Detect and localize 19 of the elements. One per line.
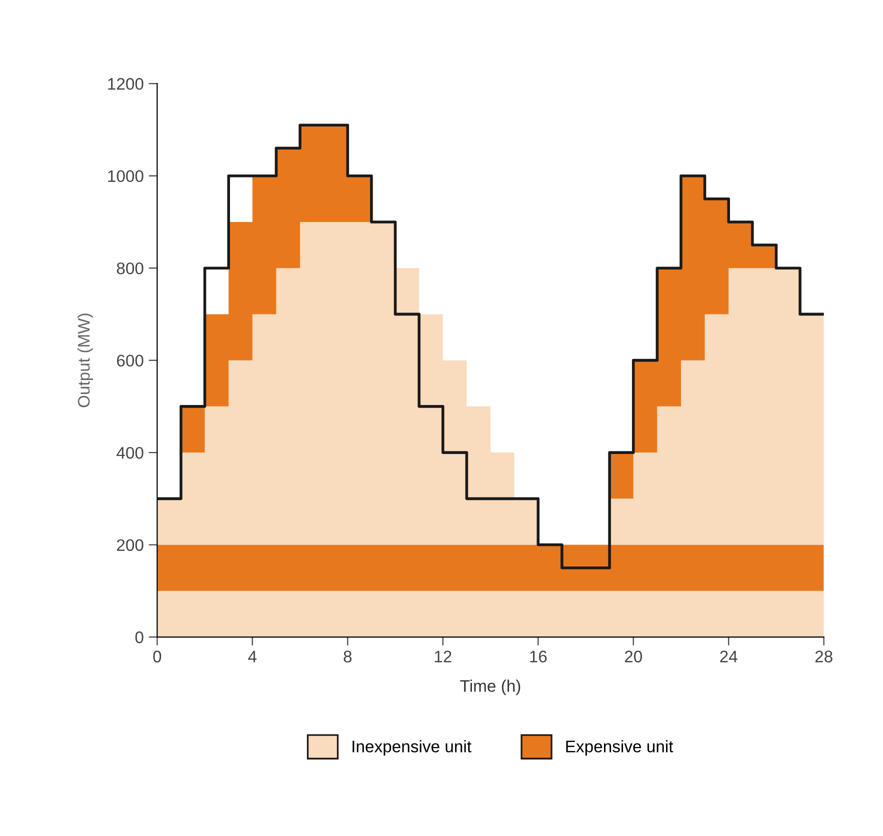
x-tick-label: 8 <box>344 650 352 662</box>
legend-label: Expensive unit <box>566 740 674 756</box>
y-tick-label: 1000 <box>108 170 144 182</box>
x-tick-label: 24 <box>720 650 738 662</box>
x-tick-label: 4 <box>248 650 257 662</box>
x-axis-title: Time (h) <box>460 680 520 696</box>
y-tick-label: 200 <box>117 539 144 551</box>
x-tick-label: 20 <box>624 650 642 662</box>
x-tick-label: 0 <box>153 650 162 662</box>
x-tick-label: 28 <box>815 650 832 662</box>
y-tick-label: 0 <box>135 631 144 644</box>
legend-label: Inexpensive unit <box>352 740 472 756</box>
x-tick-label: 12 <box>434 650 452 662</box>
y-tick-label: 400 <box>116 446 144 459</box>
y-tick-label: 1200 <box>108 78 144 90</box>
x-tick-label: 16 <box>530 650 547 662</box>
y-tick-label: 800 <box>116 262 144 274</box>
y-axis-title: Output (MW) <box>77 314 94 408</box>
y-tick-label: 600 <box>117 354 144 367</box>
